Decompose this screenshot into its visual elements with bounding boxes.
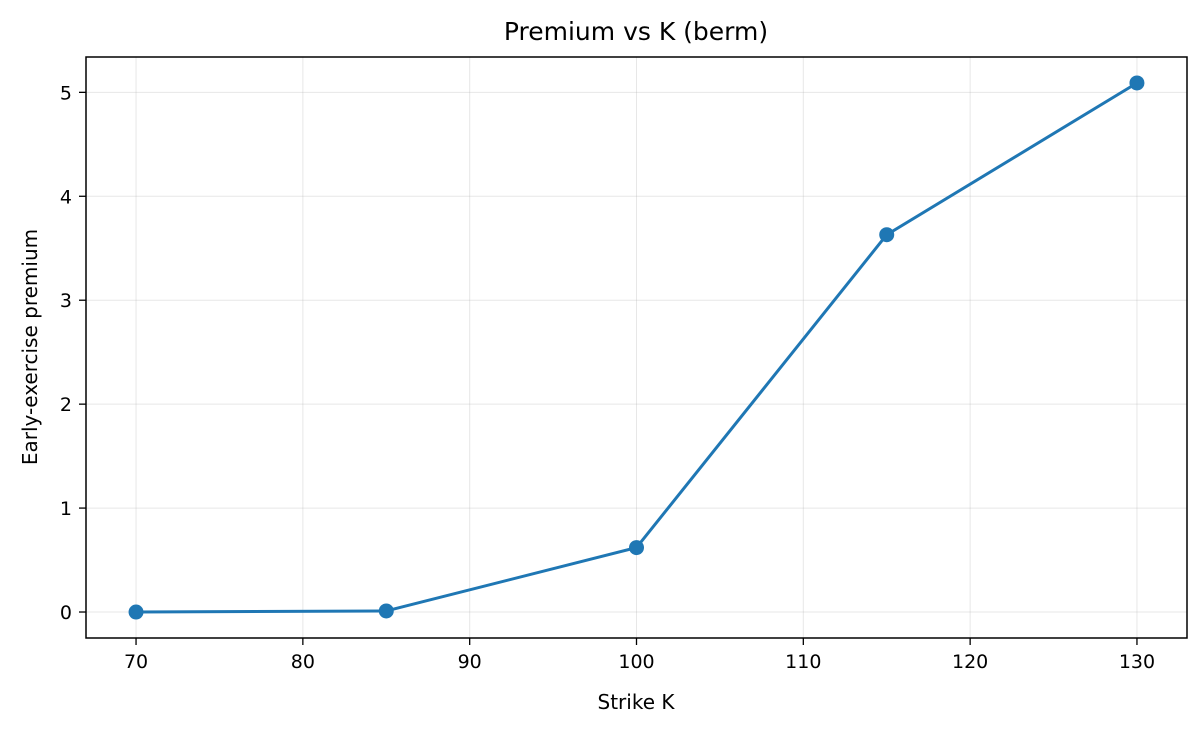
data-point [378,603,394,619]
data-point [629,540,644,556]
y-axis-label: Early-exercise premium [18,229,42,465]
y-tick-label: 3 [60,290,72,312]
x-axis-label: Strike K [598,690,676,714]
y-tick-label: 2 [60,394,72,416]
x-tick-label: 80 [291,651,315,673]
x-tick-label: 100 [618,651,654,673]
y-tick-label: 4 [60,186,72,208]
data-point [1129,75,1145,91]
x-tick-label: 70 [124,651,148,673]
axis-ticks: 70 80 90 100 110 120 130 0 1 2 3 4 5 [60,82,1155,673]
data-series [128,75,1145,620]
grid-lines [86,57,1187,638]
x-tick-label: 90 [458,651,482,673]
y-tick-label: 5 [60,82,72,104]
x-tick-label: 110 [785,651,821,673]
x-tick-label: 120 [952,651,988,673]
data-point [128,604,144,620]
x-tick-label: 130 [1119,651,1155,673]
data-point [879,227,895,243]
y-tick-label: 1 [60,498,72,520]
y-tick-label: 0 [60,602,72,624]
chart-title: Premium vs K (berm) [504,17,768,46]
